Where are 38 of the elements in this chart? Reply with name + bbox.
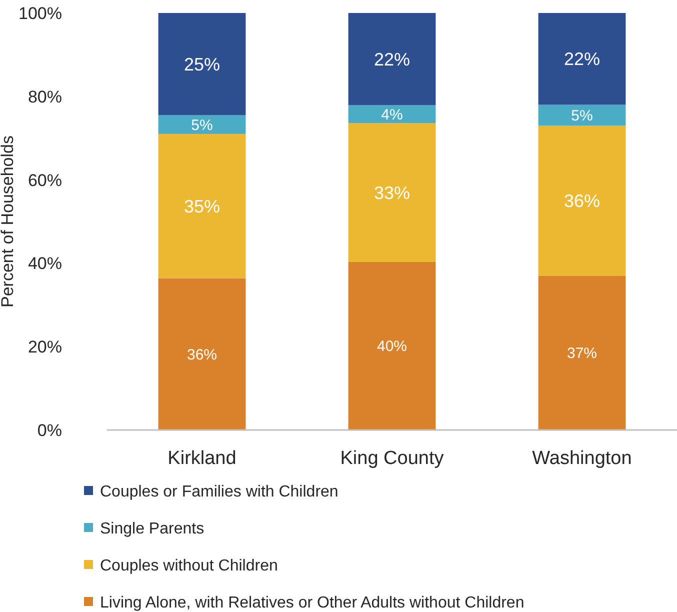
y-tick-label: 40% (28, 254, 62, 274)
bar (538, 13, 626, 105)
data-label: 22% (374, 49, 410, 70)
data-label: 22% (564, 49, 600, 70)
y-tick-label: 0% (37, 420, 62, 440)
bar (158, 278, 246, 430)
data-label: 36% (186, 346, 218, 364)
data-label: 40% (376, 338, 408, 356)
bar (348, 262, 436, 430)
data-label: 35% (184, 196, 220, 216)
y-axis-title: Percent of Households (0, 136, 17, 308)
bar (348, 123, 436, 262)
bar (158, 115, 246, 134)
y-tick-label: 20% (28, 338, 62, 357)
y-tick-label: 60% (28, 170, 62, 190)
legend-label: Couples without Children (100, 558, 278, 575)
bar (538, 276, 626, 430)
data-label: 36% (564, 190, 600, 211)
x-tick-label: King County (340, 448, 444, 469)
data-label: 33% (374, 182, 410, 203)
legend-label: Single Parents (100, 520, 204, 538)
data-label: 5% (191, 116, 213, 134)
y-tick-label: 80% (28, 87, 62, 106)
bar (158, 134, 246, 278)
bar (538, 104, 626, 126)
data-label: 37% (566, 345, 598, 362)
x-tick-label: Washington (532, 448, 632, 469)
y-tick-label: 100% (18, 4, 62, 23)
bar (158, 13, 246, 116)
data-label: 4% (381, 106, 403, 124)
data-label: 5% (571, 107, 593, 124)
bar (348, 13, 436, 106)
legend-label: Couples or Families with Children (100, 484, 338, 501)
bar (348, 105, 436, 124)
data-label: 25% (184, 54, 220, 74)
legend-label: Living Alone, with Relatives or Other Adults without Children (100, 594, 524, 612)
bar (538, 126, 626, 276)
x-tick-label: Kirkland (168, 448, 236, 469)
